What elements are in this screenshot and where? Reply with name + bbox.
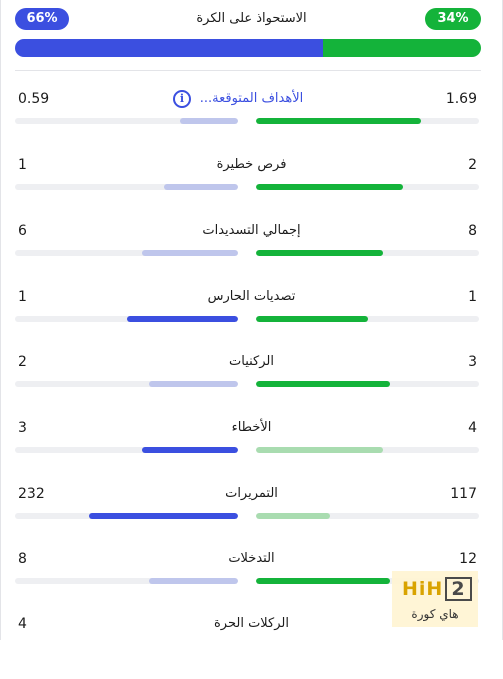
stat-right-value: 1 (468, 289, 477, 305)
info-icon[interactable]: i (173, 90, 191, 108)
stat-label[interactable]: الأهداف المتوقعة... (199, 91, 304, 106)
home-possession-segment (322, 39, 481, 57)
stat-left-value: 0.59 (18, 91, 50, 107)
stat-left-track (15, 513, 238, 519)
stat-row: 4 الركلات الحرة (0, 613, 503, 679)
stat-left-track (15, 184, 238, 190)
stat-row: 6 إجمالي التسديدات 8 (0, 220, 503, 286)
stat-left-value: 232 (18, 486, 45, 502)
site-watermark: HiH 2 هاي كورة (392, 571, 478, 627)
stat-label: التمريرات (225, 486, 278, 501)
stat-right-fill (256, 447, 384, 453)
stat-left-track (15, 447, 238, 453)
stat-left-value: 2 (18, 354, 27, 370)
stat-right-value: 117 (450, 486, 477, 502)
stat-right-track (256, 250, 479, 256)
away-possession-segment (15, 39, 323, 57)
stat-left-fill (164, 184, 238, 190)
stat-left-value: 1 (18, 289, 27, 305)
stat-left-value: 1 (18, 157, 27, 173)
stat-left-track (15, 250, 238, 256)
stat-right-fill (256, 578, 390, 584)
stat-right-track (256, 447, 479, 453)
stat-right-value: 12 (459, 551, 477, 567)
stat-right-fill (256, 381, 390, 387)
stat-right-value: 2 (468, 157, 477, 173)
stat-row: 1 فرص خطيرة 2 (0, 154, 503, 220)
away-possession-badge: 66% (15, 8, 69, 30)
stat-right-track (256, 118, 479, 124)
stat-right-fill (256, 118, 422, 124)
stat-label: التدخلات (228, 551, 275, 566)
stat-right-value: 1.69 (445, 91, 477, 107)
stat-left-value: 6 (18, 223, 27, 239)
stat-right-value: 8 (468, 223, 477, 239)
stat-right-fill (256, 513, 330, 519)
stat-right-track (256, 316, 479, 322)
stat-left-track (15, 578, 238, 584)
stat-label: فرص خطيرة (216, 157, 287, 172)
stat-right-value: 4 (468, 420, 477, 436)
stat-left-fill (88, 513, 238, 519)
stat-row: 0.59 الأهداف المتوقعة... i 1.69 (0, 88, 503, 154)
stat-label: الركنيات (229, 354, 274, 369)
stat-left-fill (126, 316, 238, 322)
stat-row: 3 الأخطاء 4 (0, 417, 503, 483)
stat-label: الركلات الحرة (213, 616, 289, 631)
stat-label: الأخطاء (231, 420, 272, 435)
stat-row: 2 الركنيات 3 (0, 351, 503, 417)
home-possession-badge: 34% (425, 8, 481, 30)
stat-left-track (15, 118, 238, 124)
section-divider (15, 70, 481, 71)
stat-left-value: 8 (18, 551, 27, 567)
possession-section: 66% الاستحواذ على الكرة 34% (0, 0, 503, 70)
stat-left-value: 3 (18, 420, 27, 436)
watermark-logo: HiH 2 (402, 577, 472, 601)
stat-right-fill (256, 250, 384, 256)
watermark-logo-box: 2 (445, 577, 472, 601)
stat-left-track (15, 381, 238, 387)
stat-label: تصديات الحارس (207, 289, 296, 304)
stat-right-value: 3 (468, 354, 477, 370)
stat-left-fill (142, 447, 238, 453)
watermark-text: هاي كورة (411, 607, 459, 621)
stat-label: إجمالي التسديدات (202, 223, 301, 238)
stat-left-track (15, 316, 238, 322)
possession-bar (15, 39, 481, 57)
stat-left-fill (142, 250, 238, 256)
stat-right-track (256, 184, 479, 190)
stat-right-track (256, 513, 479, 519)
stat-left-value: 4 (18, 616, 27, 632)
stat-right-fill (256, 316, 368, 322)
possession-title: الاستحواذ على الكرة (196, 11, 307, 26)
stat-right-track (256, 578, 479, 584)
watermark-logo-text: HiH (402, 578, 444, 600)
stat-left-fill (148, 578, 238, 584)
stat-row: 8 التدخلات 12 (0, 548, 503, 614)
stat-right-fill (256, 184, 404, 190)
stat-row: 232 التمريرات 117 (0, 483, 503, 549)
stat-right-track (256, 381, 479, 387)
stat-left-fill (180, 118, 238, 124)
stat-row: 1 تصديات الحارس 1 (0, 286, 503, 352)
stat-left-fill (148, 381, 238, 387)
